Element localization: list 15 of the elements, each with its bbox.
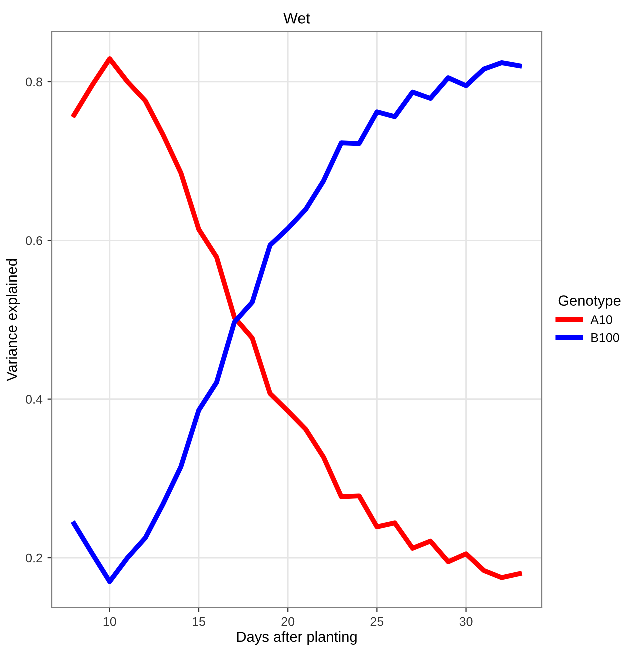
y-tick-label: 0.8	[26, 78, 42, 87]
y-tick-label: 0.2	[26, 554, 42, 563]
chart-title: Wet	[284, 13, 310, 24]
x-tick-label: 15	[193, 617, 206, 626]
y-tick-label: 0.4	[26, 395, 43, 404]
x-tick-label: 30	[460, 617, 473, 626]
legend-label: B100	[592, 333, 620, 342]
y-tick-label: 0.6	[26, 236, 42, 246]
legend-label: A10	[590, 315, 612, 324]
y-axis-title: Variance explained	[6, 259, 20, 382]
legend-title: Genotype	[558, 296, 621, 309]
x-axis-title: Days after planting	[237, 631, 357, 646]
x-tick-label: 20	[282, 617, 295, 626]
x-tick-label: 25	[370, 617, 384, 626]
x-tick-label: 10	[104, 617, 116, 626]
